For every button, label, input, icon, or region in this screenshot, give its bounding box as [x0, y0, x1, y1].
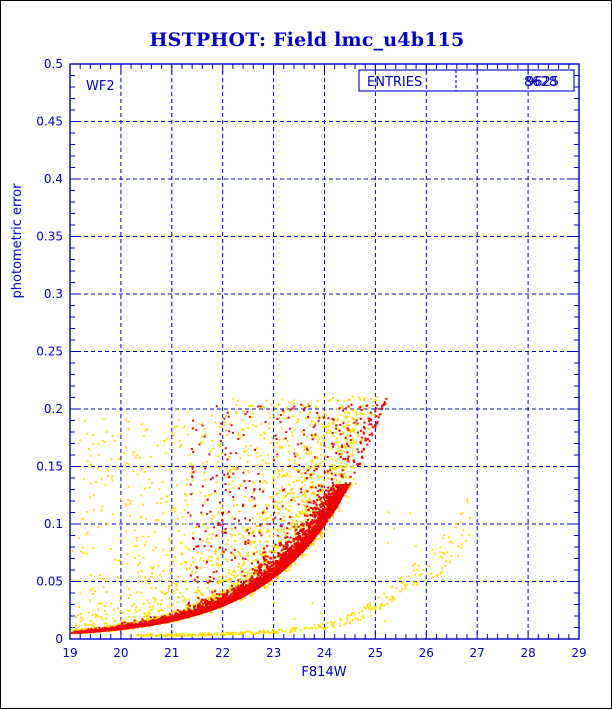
y-tick-label: 0.45: [36, 115, 63, 129]
y-tick-label: 0: [55, 632, 63, 646]
y-axis-tick-labels: 0 0.05 0.1 0.15 0.2 0.25 0.3 0.35 0.4 0.45 0.5: [36, 57, 63, 646]
y-tick-label: 0.35: [36, 230, 63, 244]
x-tick-label: 29: [571, 646, 586, 660]
y-tick-label: 0.5: [44, 57, 63, 71]
x-axis-title: F814W: [301, 665, 346, 680]
y-tick-label: 0.4: [44, 172, 63, 186]
x-tick-label: 20: [113, 646, 128, 660]
panel-label: WF2: [86, 79, 115, 94]
x-tick-label: 27: [470, 646, 485, 660]
y-tick-label: 0.25: [36, 345, 63, 359]
y-tick-label: 0.15: [36, 460, 63, 474]
x-tick-label: 19: [62, 646, 77, 660]
x-tick-label: 24: [317, 646, 332, 660]
x-tick-label: 25: [368, 646, 383, 660]
y-tick-label: 0.3: [44, 287, 63, 301]
x-tick-label: 23: [266, 646, 281, 660]
y-tick-label: 0.1: [44, 517, 63, 531]
x-tick-label: 28: [520, 646, 535, 660]
y-tick-label: 0.05: [36, 575, 63, 589]
x-tick-label: 22: [215, 646, 230, 660]
y-tick-label: 0.2: [44, 402, 63, 416]
stats-entries-value: 9625: [526, 75, 559, 90]
y-axis-title: photometric error: [10, 183, 25, 299]
x-axis-tick-labels: 19 20 21 22 23 24 25 26 27 28 29: [62, 646, 586, 660]
stats-entries-label: ENTRIES: [367, 75, 422, 90]
x-tick-label: 26: [419, 646, 434, 660]
x-tick-label: 21: [164, 646, 179, 660]
